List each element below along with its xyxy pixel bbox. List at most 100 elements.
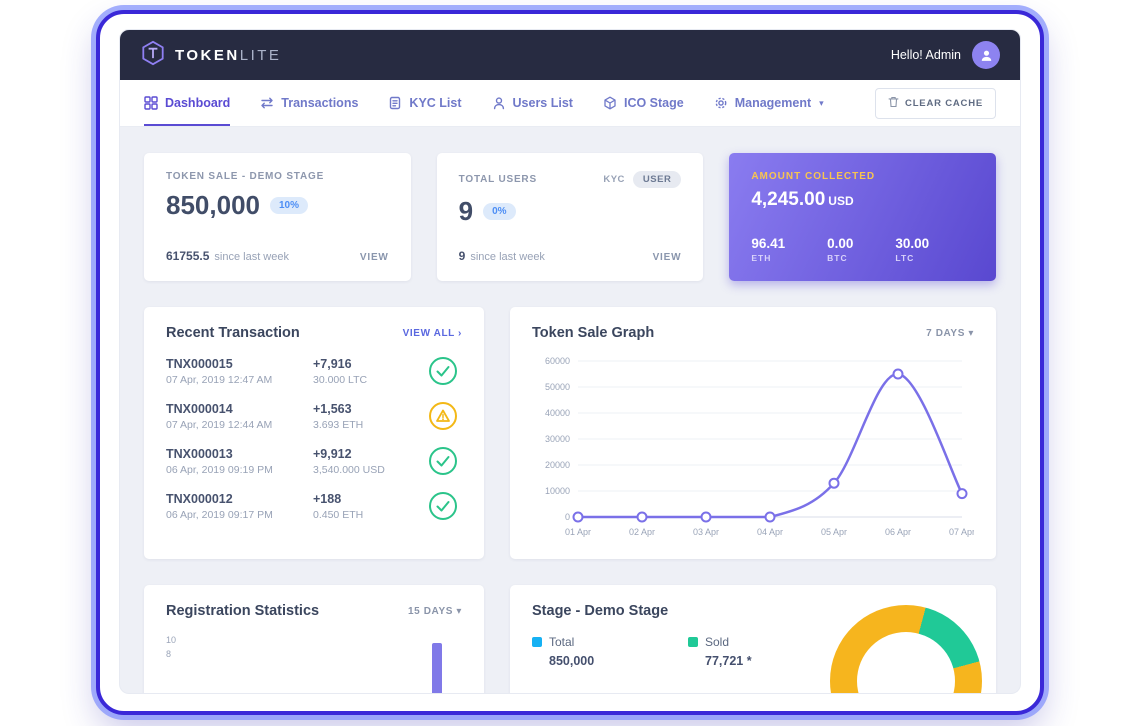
nav-item-management[interactable]: Management ▾	[714, 80, 824, 126]
transaction-row[interactable]: TNX000013 06 Apr, 2019 09:19 PM +9,912 3,54…	[166, 446, 462, 476]
nav-item-label: Transactions	[281, 96, 359, 110]
legend-total-swatch	[532, 637, 542, 647]
registration-period-dropdown[interactable]: 15 DAYS ▾	[408, 605, 462, 617]
chevron-down-icon: ▾	[456, 605, 462, 617]
transaction-id: TNX000015	[166, 356, 233, 371]
grid-icon	[144, 96, 158, 110]
total-users-value: 9	[458, 196, 474, 226]
chevron-down-icon: ▾	[968, 327, 974, 339]
stage-donut-chart	[830, 605, 982, 693]
transaction-value: 3,540.000 USD	[313, 463, 385, 476]
transaction-status-success-icon	[428, 446, 462, 476]
transaction-amount: +188	[313, 491, 342, 506]
transactions-list: TNX000015 07 Apr, 2019 12:47 AM +7,916 30.0…	[166, 356, 462, 521]
exchange-icon	[260, 96, 274, 110]
nav-item-dashboard[interactable]: Dashboard	[144, 80, 231, 126]
svg-text:10000: 10000	[545, 486, 570, 496]
registration-yticks: 10 8	[166, 635, 177, 659]
transaction-id: TNX000014	[166, 401, 233, 416]
dashboard-content: TOKEN SALE - DEMO STAGE 850,000 10% 6175…	[120, 127, 1020, 693]
nav-item-transactions[interactable]: Transactions	[260, 80, 358, 126]
transaction-amount: +9,912	[313, 446, 352, 461]
nav-item-kyc-list[interactable]: KYC List	[388, 80, 462, 126]
list-icon	[388, 96, 402, 110]
nav-item-ico-stage[interactable]: ICO Stage	[603, 80, 684, 126]
svg-text:06 Apr: 06 Apr	[885, 527, 911, 537]
transaction-row[interactable]: TNX000014 07 Apr, 2019 12:44 AM +1,563 3.69…	[166, 401, 462, 431]
nav-item-label: KYC List	[409, 96, 462, 110]
transaction-row[interactable]: TNX000012 06 Apr, 2019 09:17 PM +188 0.450 …	[166, 491, 462, 521]
token-sale-graph-title: Token Sale Graph	[532, 325, 655, 341]
transaction-row[interactable]: TNX000015 07 Apr, 2019 12:47 AM +7,916 30.0…	[166, 356, 462, 386]
svg-text:40000: 40000	[545, 408, 570, 418]
user-toggle[interactable]: USER	[632, 171, 682, 188]
total-users-badge: 0%	[483, 203, 516, 220]
stage-legend: Total 850,000 Sold 77,721 *	[532, 635, 974, 668]
transaction-value: 30.000 LTC	[313, 373, 368, 386]
token-sale-graph-card: Token Sale Graph 7 DAYS ▾ 0 10000 20000 300…	[510, 307, 996, 559]
clear-cache-button[interactable]: CLEAR CACHE	[875, 87, 996, 119]
svg-text:50000: 50000	[545, 382, 570, 392]
svg-text:02 Apr: 02 Apr	[629, 527, 655, 537]
svg-text:03 Apr: 03 Apr	[693, 527, 719, 537]
svg-text:05 Apr: 05 Apr	[821, 527, 847, 537]
svg-text:30000: 30000	[545, 434, 570, 444]
nav-item-label: ICO Stage	[623, 96, 684, 110]
user-area: Hello! Admin	[891, 41, 1000, 69]
svg-text:0: 0	[565, 512, 570, 522]
token-sale-value: 850,000	[166, 190, 260, 220]
registration-statistics-title: Registration Statistics	[166, 603, 320, 619]
view-all-link[interactable]: VIEW ALL ›	[402, 327, 462, 339]
legend-sold-swatch	[688, 637, 698, 647]
total-users-delta-label: since last week	[470, 251, 545, 263]
svg-text:01 Apr: 01 Apr	[565, 527, 591, 537]
kyc-toggle[interactable]: KYC	[603, 174, 625, 185]
main-nav: Dashboard Transactions KYC List Users List I…	[120, 80, 1020, 127]
svg-text:60000: 60000	[545, 356, 570, 366]
stage-title: Stage - Demo Stage	[532, 603, 669, 619]
chevron-down-icon: ▾	[819, 97, 824, 108]
transaction-status-success-icon	[428, 491, 462, 521]
middle-row: Recent Transaction VIEW ALL › TNX000015 0…	[144, 307, 996, 559]
amount-collected-value: 4,245.00 USD	[751, 189, 854, 210]
browser-window: TOKENLITE Hello! Admin Dashboard Transact…	[96, 10, 1044, 715]
user-icon	[981, 50, 991, 61]
nav-item-label: Management	[734, 96, 812, 110]
total-users-card: TOTAL USERS KYC USER 9 0% 9 since last w…	[436, 153, 704, 281]
registration-chart: 10 8	[166, 633, 462, 693]
topbar: TOKENLITE Hello! Admin	[120, 30, 1020, 80]
trash-icon	[888, 96, 899, 111]
amount-btc: 0.00 BTC	[827, 236, 854, 263]
nav-item-users-list[interactable]: Users List	[492, 80, 573, 126]
clear-cache-label: CLEAR CACHE	[905, 97, 983, 109]
total-users-delta: 9	[458, 249, 466, 263]
tokenlite-logo: TOKENLITE	[140, 40, 281, 71]
total-users-view-link[interactable]: VIEW	[652, 252, 682, 263]
total-users-title: TOTAL USERS	[458, 174, 537, 185]
gear-icon	[714, 96, 728, 110]
svg-text:04 Apr: 04 Apr	[757, 527, 783, 537]
legend-total-value: 850,000	[549, 654, 595, 668]
recent-transactions-title: Recent Transaction	[166, 325, 300, 341]
amount-breakdown: 96.41 ETH 0.00 BTC 30.00 LTC	[751, 236, 974, 263]
transaction-value: 3.693 ETH	[313, 418, 364, 431]
recent-transactions-card: Recent Transaction VIEW ALL › TNX000015 0…	[144, 307, 484, 559]
legend-total: Total 850,000	[532, 635, 652, 668]
transaction-amount: +7,916	[313, 356, 352, 371]
nav-items: Dashboard Transactions KYC List Users List I…	[144, 80, 824, 126]
transaction-date: 07 Apr, 2019 12:47 AM	[166, 373, 273, 386]
nav-item-label: Dashboard	[165, 96, 231, 110]
registration-bar	[432, 643, 442, 693]
graph-period-dropdown[interactable]: 7 DAYS ▾	[926, 327, 974, 339]
amount-collected-card: AMOUNT COLLECTED 4,245.00 USD 96.41 ETH 0…	[729, 153, 996, 281]
tokenlite-app: TOKENLITE Hello! Admin Dashboard Transact…	[120, 30, 1020, 693]
user-avatar[interactable]	[972, 41, 1000, 69]
tokenlite-logo-icon	[140, 40, 166, 71]
token-sale-card: TOKEN SALE - DEMO STAGE 850,000 10% 6175…	[144, 153, 411, 281]
brand-name: TOKENLITE	[175, 46, 282, 64]
amount-ltc: 30.00 LTC	[895, 236, 930, 263]
nav-item-label: Users List	[512, 96, 573, 110]
token-sale-badge: 10%	[269, 197, 308, 214]
users-toggle: KYC USER	[603, 171, 682, 188]
token-sale-view-link[interactable]: VIEW	[359, 252, 389, 263]
